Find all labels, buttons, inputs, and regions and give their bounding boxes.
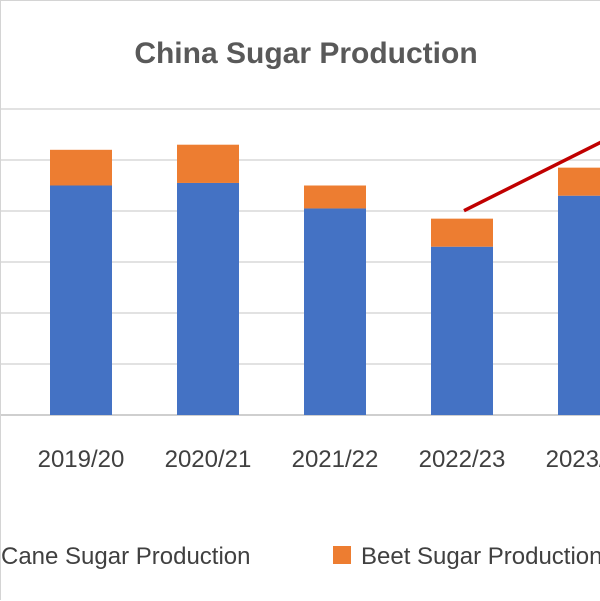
trend-line [463, 140, 600, 213]
bar-cane-2022/23 [431, 246, 493, 415]
x-tick-label: 2021/22 [292, 446, 379, 473]
bar-group [50, 144, 600, 415]
bar-cane-2021/22 [304, 208, 366, 415]
x-tick-label: 2019/20 [38, 446, 125, 473]
legend-label-beet: Beet Sugar Production [361, 543, 600, 570]
bar-beet-2021/22 [304, 185, 366, 209]
x-tick-label: 2022/23 [419, 446, 506, 473]
trend-line-group [463, 140, 600, 213]
x-tick-label: 2023/24 [546, 446, 600, 473]
bar-beet-2023/24 [558, 167, 600, 196]
bar-cane-2019/20 [50, 185, 112, 415]
bar-cane-2020/21 [177, 182, 239, 415]
bar-beet-2022/23 [431, 218, 493, 247]
bar-cane-2023/24 [558, 195, 600, 415]
legend: Cane Sugar Production Beet Sugar Producti… [1, 543, 600, 570]
bar-beet-2020/21 [177, 144, 239, 183]
x-tick-labels: 2018/192019/202020/212021/222022/232023/… [38, 446, 600, 473]
legend-label-cane: Cane Sugar Production [1, 543, 251, 570]
bar-beet-2019/20 [50, 149, 112, 186]
chart-title: China Sugar Production [134, 37, 477, 70]
x-tick-label: 2020/21 [165, 446, 252, 473]
legend-swatch-beet [333, 546, 351, 564]
